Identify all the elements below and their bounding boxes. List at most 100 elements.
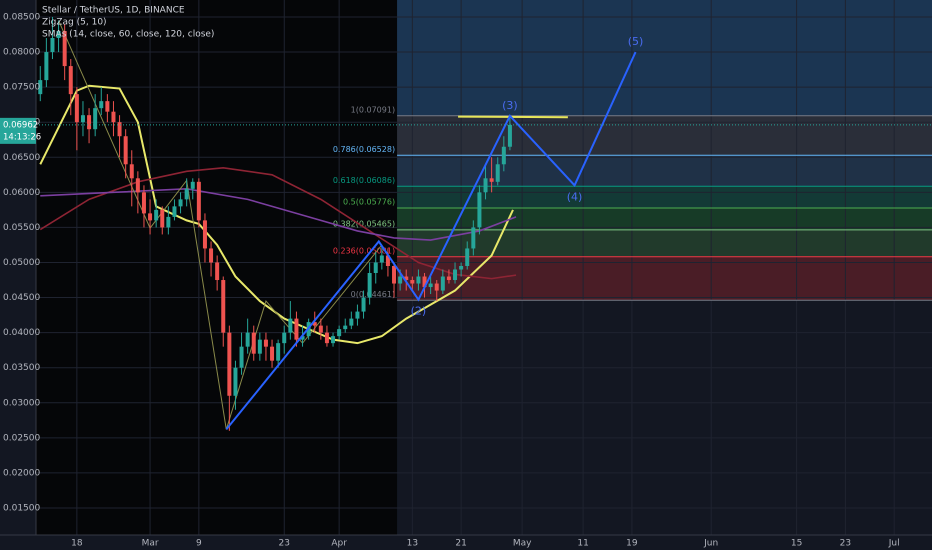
candle-body [446,276,451,281]
candle-body [453,269,458,281]
fib-label: 0.786(0.06528) [333,145,395,154]
last-price-box [0,117,36,144]
fib-zone [397,0,932,116]
fib-label: 0.236(0.05081) [333,246,395,255]
fib-zone [397,186,932,209]
candle-body [190,181,195,189]
candle-body [129,164,134,179]
x-tick-label: Mar [142,539,159,549]
candle-body [367,273,372,298]
y-tick-label: 0.05500 [3,223,40,233]
wave-label: (4) [567,190,583,203]
candle-body [166,216,171,228]
candle-body [178,199,183,207]
x-tick-label: Jun [703,539,718,549]
fib-label: 0(0.04461) [351,290,395,299]
y-tick-label: 0.03000 [3,398,40,408]
x-tick-label: 13 [407,539,418,549]
wave-label: (3) [502,99,518,112]
candle-body [276,343,281,361]
candle-body [184,188,189,200]
candle-body [105,101,110,112]
wave-label: (5) [628,35,644,48]
candle-body [501,146,506,165]
candle-body [263,339,268,347]
candle-body [331,336,336,344]
x-tick-label: Apr [331,539,347,549]
candle-body [318,325,323,333]
candle-body [483,178,488,193]
candle-body [111,111,116,123]
candle-body [459,265,464,270]
candle-body [270,346,275,361]
y-tick-label: 0.08500 [3,12,40,22]
candle-body [495,164,500,182]
countdown-label: 14:13:26 [3,132,41,142]
candle-body [196,181,201,221]
candle-body [209,248,214,263]
candle-body [239,346,244,368]
candle-body [434,283,439,291]
candle-body [50,38,55,53]
candle-body [416,276,421,284]
indicator-label: SMAs (14, close, 60, close, 120, close) [42,30,214,40]
fib-label: 1(0.07091) [351,105,395,114]
candle-body [141,192,146,214]
y-tick-label: 0.06500 [3,153,40,163]
candle-body [355,311,360,319]
plot-area: 1(0.07091) 0.786(0.06528) 0.618(0.06086) 0.… [36,0,932,535]
candle-body [324,332,329,344]
y-tick-label: 0.02500 [3,433,40,443]
x-tick-label: 18 [71,539,83,549]
candle-body [465,248,470,266]
y-tick-label: 0.03500 [3,363,40,373]
candle-body [385,255,390,266]
candle-body [251,332,256,354]
candle-body [489,178,494,182]
candle-body [440,276,445,291]
candle-body [160,209,165,228]
fib-zone [397,229,932,257]
candle-body [99,101,104,109]
candle-body [44,52,49,81]
x-tick-label: 19 [626,539,638,549]
fib-label: 0.382(0.05465) [333,219,395,228]
y-tick-label: 0.02000 [3,468,40,478]
candle-body [117,122,122,137]
candle-body [361,297,366,312]
candle-body [227,332,232,396]
candle-body [428,283,433,288]
candle-body [233,367,238,396]
candle-body [507,124,512,147]
candle-body [337,329,342,337]
candle-body [392,265,397,284]
candle-body [154,209,159,221]
fib-label: 0.5(0.05776) [343,198,395,207]
fib-zone [397,256,932,301]
candle-body [87,115,92,130]
candle-body [379,255,384,263]
candle-body [68,66,73,95]
candle-body [245,332,250,347]
candle-body [257,339,262,354]
candle-body [221,280,226,333]
y-tick-label: 0.06000 [3,188,40,198]
candle-body [38,80,43,95]
x-tick-label: 15 [791,539,802,549]
y-tick-label: 0.04500 [3,293,40,303]
candle-body [373,262,378,274]
x-tick-label: 23 [840,539,851,549]
chart-title: Stellar / TetherUS, 1D, BINANCE [42,6,185,16]
candle-body [294,318,299,340]
fib-zone [397,208,932,230]
wave-label: (2) [411,305,427,318]
candle-body [422,276,427,288]
candle-body [312,322,317,326]
candle-body [300,336,305,340]
fib-label: 0.618(0.06086) [333,176,395,185]
y-tick-label: 0.08000 [3,48,40,58]
x-tick-label: 21 [455,539,466,549]
moving-average [39,84,514,345]
candle-body [93,108,98,130]
